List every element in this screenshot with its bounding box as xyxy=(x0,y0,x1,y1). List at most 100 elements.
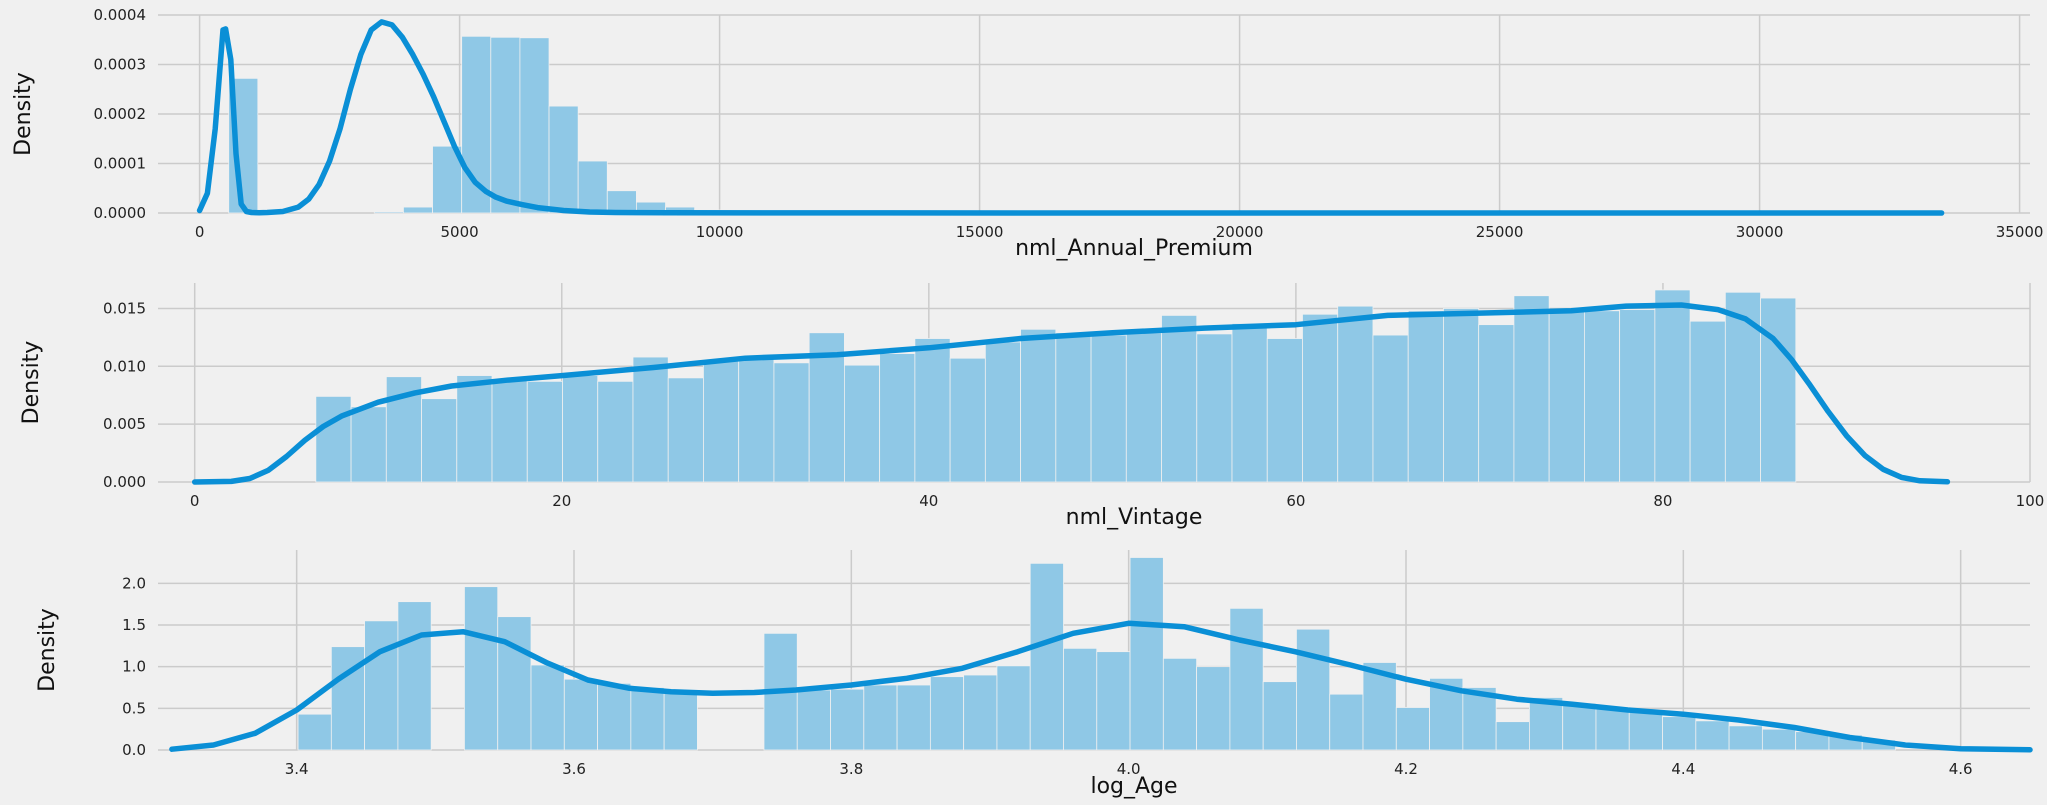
histogram-bar xyxy=(1562,702,1597,751)
histogram-bar xyxy=(949,357,986,483)
histogram-bar xyxy=(577,160,608,214)
histogram-bar xyxy=(896,684,931,751)
histogram-bar xyxy=(929,676,965,751)
histogram-bar xyxy=(630,687,665,751)
histogram-bar xyxy=(1595,707,1630,751)
histogram-bar xyxy=(1262,681,1297,751)
y-tick-label: 0.0 xyxy=(122,741,146,759)
histogram-bar xyxy=(562,375,599,483)
histogram-bar xyxy=(1020,328,1057,483)
histogram-bar xyxy=(350,406,387,483)
histogram-bar xyxy=(526,380,563,483)
histogram-bar xyxy=(403,206,433,214)
y-axis-label: Density xyxy=(35,608,60,692)
x-tick-label: 30000 xyxy=(1736,223,1784,241)
kde-line xyxy=(169,620,2033,753)
x-tick-label: 20 xyxy=(552,492,571,510)
histogram-bar xyxy=(830,688,865,751)
y-tick-label: 0.0000 xyxy=(94,204,147,222)
x-axis-label: nml_Vintage xyxy=(1066,505,1203,530)
histogram-bar xyxy=(1662,716,1697,751)
histogram-bar xyxy=(1495,721,1530,751)
histogram-bar xyxy=(1619,309,1656,483)
histogram-bar xyxy=(1296,628,1331,751)
x-tick-label: 4.6 xyxy=(1949,760,1973,778)
histogram-bar xyxy=(1029,562,1064,751)
histogram-bar xyxy=(606,190,637,214)
x-tick-label: 10000 xyxy=(696,223,744,241)
histogram-bar xyxy=(1407,310,1444,483)
x-tick-label: 25000 xyxy=(1476,223,1524,241)
histogram-bar xyxy=(1196,333,1233,483)
histogram-bar xyxy=(530,664,565,751)
histogram-bar xyxy=(703,360,740,483)
histogram-bar xyxy=(464,586,499,751)
histogram-bar xyxy=(1229,607,1264,751)
histogram-bar xyxy=(863,684,898,751)
x-tick-label: 100 xyxy=(2016,492,2045,510)
histogram-bar xyxy=(1695,720,1730,751)
histogram-bar xyxy=(315,395,352,483)
histogram-bar xyxy=(397,601,432,751)
histogram-bar xyxy=(632,356,669,483)
chart-log-age: 0.0 0.5 1.0 1.5 2.0 3.4 3.6 3.8 4.0 4.2 4.4 4.6 log_… xyxy=(35,550,2033,799)
histogram-bar xyxy=(1548,310,1585,483)
y-tick-label: 2.0 xyxy=(122,574,146,592)
histogram-bar xyxy=(984,341,1021,483)
chart-annual-premium: 0.0000 0.0001 0.0002 0.0003 0.0004 0 5000 10000… xyxy=(11,6,2043,261)
x-axis-label: nml_Annual_Premium xyxy=(1015,236,1253,261)
histogram-bar xyxy=(1654,289,1691,483)
histogram-bar xyxy=(1628,712,1663,751)
histogram-bar xyxy=(1329,693,1364,751)
x-tick-label: 15000 xyxy=(956,223,1004,241)
histogram-bar xyxy=(1266,338,1303,483)
histogram-bar xyxy=(1583,310,1621,483)
y-axis-label: Density xyxy=(11,72,36,156)
histogram-bar xyxy=(548,105,579,214)
x-tick-label: 0 xyxy=(195,223,205,241)
histogram-bar xyxy=(1063,647,1098,751)
histogram-bar xyxy=(1761,728,1797,751)
histogram-bar xyxy=(1478,324,1515,483)
histogram-bar xyxy=(1196,666,1231,751)
histogram-bar xyxy=(1443,308,1480,483)
x-tick-label: 60 xyxy=(1286,492,1305,510)
x-tick-label: 4.0 xyxy=(1117,760,1141,778)
x-tick-label: 35000 xyxy=(1996,223,2044,241)
x-tick-label: 80 xyxy=(1653,492,1672,510)
histogram-bar xyxy=(1337,305,1374,483)
histogram-bar xyxy=(364,620,399,751)
histogram-bar xyxy=(1161,314,1198,483)
y-tick-label: 0.015 xyxy=(103,299,146,317)
histogram-bar xyxy=(1689,320,1726,483)
histogram-bar xyxy=(1231,323,1268,483)
histogram-bar xyxy=(738,356,775,483)
x-tick-label: 40 xyxy=(919,492,938,510)
histogram-bar xyxy=(1096,651,1131,751)
histogram-bar xyxy=(914,338,951,483)
x-tick-label: 4.2 xyxy=(1394,760,1418,778)
histogram-bar xyxy=(491,378,528,483)
histogram-bar xyxy=(373,211,404,214)
histogram-bar xyxy=(421,398,458,483)
histogram-bar xyxy=(597,380,634,483)
histogram-bar xyxy=(1125,332,1162,483)
x-tick-label: 5000 xyxy=(441,223,479,241)
histogram-bar xyxy=(1760,297,1797,483)
y-tick-label: 0.0003 xyxy=(94,56,147,74)
y-axis-label: Density xyxy=(19,341,44,425)
histogram-bar xyxy=(963,674,998,751)
histogram-bar xyxy=(1090,334,1127,483)
histogram-bar xyxy=(1162,657,1198,751)
histogram-bar xyxy=(490,36,521,214)
histogram-bar xyxy=(1395,707,1430,751)
x-tick-label: 4.4 xyxy=(1671,760,1695,778)
histogram-bar xyxy=(519,37,550,214)
y-tick-label: 0.005 xyxy=(103,415,146,433)
histogram-bar xyxy=(773,362,810,483)
histogram-bar xyxy=(1728,725,1763,751)
x-tick-label: 3.4 xyxy=(285,760,309,778)
y-tick-label: 0.0004 xyxy=(94,6,147,24)
y-tick-label: 0.5 xyxy=(122,699,146,717)
